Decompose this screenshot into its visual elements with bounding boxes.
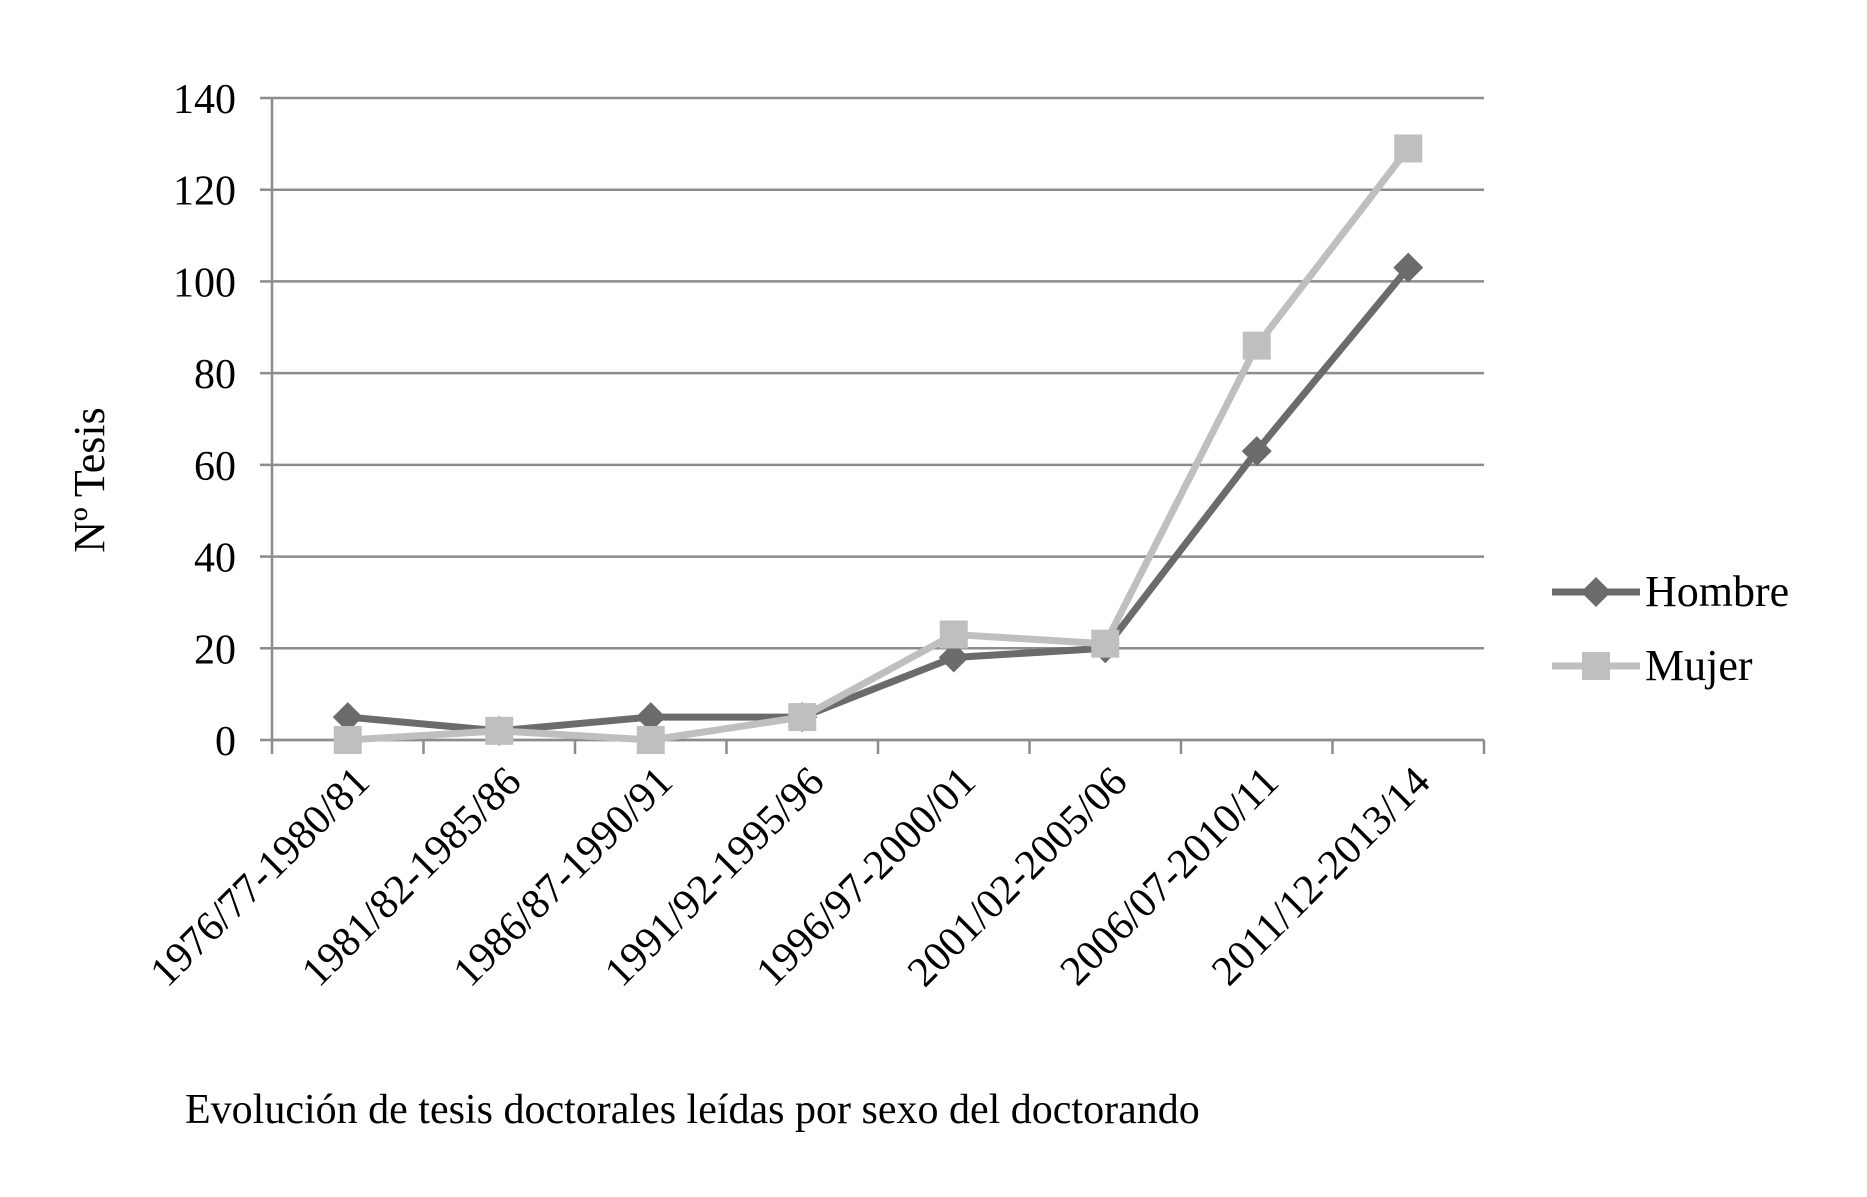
series-line-hombre [347,265,1411,735]
data-point-mujer [788,703,817,732]
y-tick-label: 80 [194,352,236,398]
legend: Hombre Mujer [1552,567,1789,690]
legend-item-hombre: Hombre [1552,567,1789,616]
legend-item-mujer: Mujer [1552,641,1753,690]
y-tick-label: 120 [173,169,236,215]
data-point-mujer [1242,331,1271,360]
x-tick-labels: 1976/77-1980/811981/82-1985/861986/87-19… [142,759,1440,996]
y-tick-labels: 0 20 40 60 80 100 120 140 [173,77,236,765]
axes [260,96,1486,754]
data-point-mujer [1394,134,1423,163]
y-tick-label: 140 [173,77,236,123]
y-tick-label: 0 [215,719,236,765]
series-line-mujer [347,146,1412,744]
data-point-hombre [635,702,666,733]
data-point-hombre [938,642,969,673]
series [332,134,1424,754]
data-point-mujer [1091,629,1120,658]
data-point-mujer [636,726,665,754]
legend-marker-mujer [1582,652,1610,680]
y-tick-label: 40 [194,536,236,582]
y-tick-label: 60 [194,444,236,490]
data-point-mujer [485,716,514,745]
legend-label: Hombre [1645,567,1789,616]
data-point-hombre [1241,436,1272,467]
data-point-mujer [333,726,362,754]
y-tick-label: 20 [194,627,236,673]
data-point-hombre [1393,252,1424,283]
chart-caption: Evolución de tesis doctorales leídas por… [185,1087,1200,1133]
legend-label: Mujer [1645,641,1753,690]
gridlines [272,96,1484,742]
data-point-mujer [939,620,968,649]
y-axis-title: Nº Tesis [65,407,114,552]
legend-marker-hombre [1581,577,1611,607]
data-point-hombre [332,702,363,733]
y-tick-label: 100 [173,260,236,306]
